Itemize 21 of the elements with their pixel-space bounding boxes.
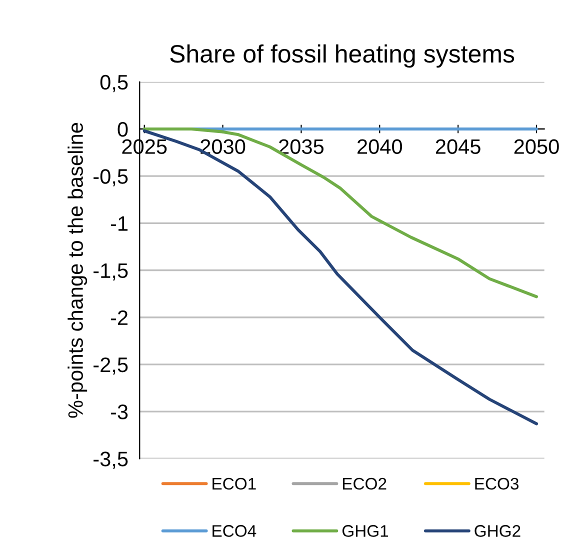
y-tick-label: 0,5 (100, 74, 128, 92)
legend-label: ECO3 (475, 478, 519, 490)
legend-label: GHG1 (342, 525, 388, 537)
y-tick-label: -1,5 (94, 263, 128, 280)
y-tick-label: -3 (110, 404, 128, 420)
legend-label: ECO1 (212, 478, 256, 490)
x-tick-label: 2050 (514, 139, 559, 154)
legend-label: ECO2 (342, 478, 386, 490)
y-tick-label: -1 (110, 216, 128, 231)
x-tick-label: 2035 (279, 139, 324, 154)
y-axis-title: %-points change to the baseline (68, 122, 88, 418)
legend-label: GHG2 (474, 525, 520, 537)
y-tick-label: -2 (110, 310, 128, 325)
legend-label: ECO4 (212, 525, 256, 537)
y-tick-label: -3,5 (94, 452, 128, 469)
y-tick-label: 0 (118, 122, 128, 137)
x-tick-label: 2040 (358, 139, 402, 154)
y-tick-label: -0,5 (94, 169, 128, 186)
chart-title: Share of fossil heating systems (170, 44, 514, 68)
x-tick-label: 2045 (436, 139, 480, 154)
y-tick-label: -2,5 (94, 357, 128, 375)
